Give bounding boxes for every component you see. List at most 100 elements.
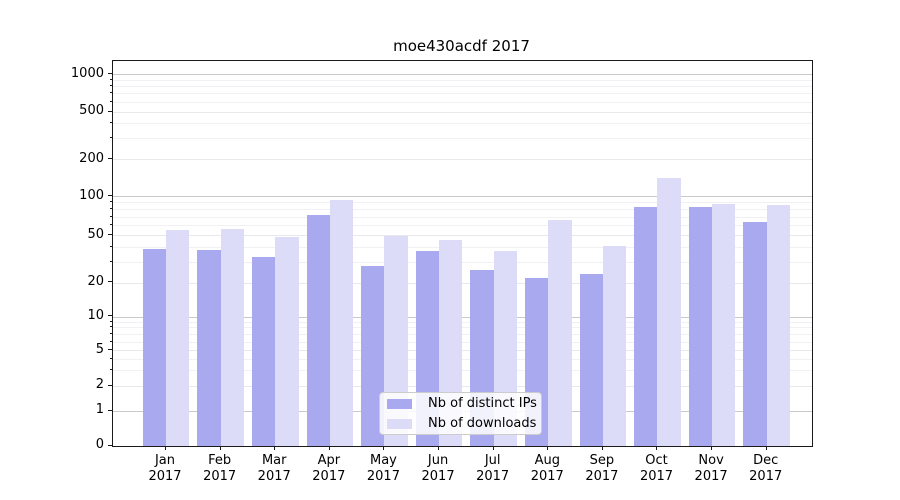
minor-gridline-300: [113, 138, 812, 140]
y-tick-label-10: 10: [87, 307, 104, 323]
y-tick-mark-100: [108, 195, 112, 197]
minor-gridline-60: [113, 225, 812, 227]
x-tick-mark-jul: [492, 446, 494, 450]
x-tick-label-nov: Nov 2017: [694, 453, 728, 484]
y-tick-label-20: 20: [87, 273, 104, 289]
minor-gridline-800: [113, 86, 812, 88]
y-tick-mark-5: [108, 349, 112, 351]
bar-distinct-ips-may: [361, 265, 385, 446]
gridline-1000: [113, 74, 812, 76]
minor-gridline-80: [113, 209, 812, 211]
y-tick-mark-1: [108, 409, 112, 411]
y-tick-label-200: 200: [79, 150, 104, 166]
y-minor-tick-4: [110, 358, 112, 359]
x-tick-label-apr: Apr 2017: [312, 453, 346, 484]
y-tick-mark-2: [108, 384, 112, 386]
y-tick-label-1000: 1000: [70, 65, 104, 81]
legend-swatch-downloads: [387, 418, 412, 429]
bar-downloads-nov: [712, 204, 736, 446]
bar-downloads-feb: [220, 228, 244, 446]
y-minor-tick-3: [110, 369, 112, 370]
gridline-10: [113, 316, 812, 318]
bar-downloads-jan: [166, 229, 190, 446]
gridline-200: [113, 159, 812, 161]
minor-gridline-3: [113, 370, 812, 372]
y-minor-tick-700: [110, 92, 112, 94]
y-tick-label-50: 50: [87, 226, 104, 242]
minor-gridline-900: [113, 79, 812, 81]
y-minor-tick-8: [110, 326, 112, 328]
y-tick-label-500: 500: [79, 103, 104, 118]
bar-downloads-sep: [602, 246, 627, 446]
legend: Nb of distinct IPs Nb of downloads: [379, 392, 542, 435]
legend-label-distinct-ips: Nb of distinct IPs: [428, 396, 537, 411]
x-tick-label-sep: Sep 2017: [585, 453, 619, 484]
bar-distinct-ips-jan: [142, 248, 166, 446]
minor-gridline-30: [113, 261, 812, 263]
plot-area: Nb of distinct IPs Nb of downloads: [112, 60, 813, 447]
legend-item-distinct-ips: Nb of distinct IPs: [380, 396, 541, 411]
bar-downloads-mar: [275, 237, 299, 446]
y-minor-tick-600: [110, 100, 112, 102]
x-tick-mark-apr: [328, 446, 330, 450]
gridline-100: [113, 196, 812, 198]
x-tick-mark-dec: [765, 446, 767, 450]
x-tick-label-aug: Aug 2017: [530, 453, 564, 484]
chart-title: moe430acdf 2017: [393, 37, 530, 55]
bar-distinct-ips-apr: [306, 215, 330, 446]
x-tick-mark-aug: [547, 446, 549, 450]
x-tick-mark-oct: [656, 446, 658, 450]
minor-gridline-400: [113, 123, 812, 125]
y-tick-mark-1000: [108, 73, 112, 75]
y-minor-tick-7: [110, 332, 112, 334]
y-tick-mark-0: [108, 444, 112, 446]
y-tick-mark-500: [108, 110, 112, 112]
minor-gridline-600: [113, 101, 812, 103]
x-tick-label-dec: Dec 2017: [749, 453, 783, 484]
y-minor-tick-800: [110, 85, 112, 87]
y-minor-tick-9: [110, 320, 112, 322]
x-tick-label-feb: Feb 2017: [203, 453, 237, 484]
x-tick-mark-feb: [219, 446, 221, 450]
gridline-2: [113, 385, 812, 387]
minor-gridline-40: [113, 246, 812, 248]
y-minor-tick-6: [110, 340, 112, 342]
bar-distinct-ips-dec: [743, 222, 767, 446]
legend-swatch-distinct-ips: [387, 398, 412, 409]
y-minor-tick-400: [110, 122, 112, 124]
y-tick-label-100: 100: [79, 187, 104, 203]
y-minor-tick-300: [110, 137, 112, 139]
minor-gridline-4: [113, 359, 812, 361]
x-tick-label-may: May 2017: [366, 453, 400, 484]
x-tick-label-oct: Oct 2017: [639, 453, 674, 484]
minor-gridline-700: [113, 93, 812, 95]
y-tick-label-0: 0: [95, 437, 104, 452]
x-tick-mark-mar: [274, 446, 276, 450]
minor-gridline-90: [113, 202, 812, 204]
x-tick-label-jun: Jun 2017: [421, 453, 455, 484]
bar-downloads-apr: [329, 200, 354, 446]
y-minor-tick-900: [110, 78, 112, 80]
y-tick-label-1: 1: [95, 402, 104, 417]
x-tick-label-jul: Jul 2017: [476, 453, 510, 484]
bar-distinct-ips-oct: [634, 206, 658, 446]
y-tick-mark-20: [108, 281, 112, 283]
bar-downloads-aug: [548, 220, 572, 446]
y-tick-mark-200: [108, 158, 112, 160]
gridline-5: [113, 350, 812, 352]
y-minor-tick-90: [110, 201, 112, 203]
bar-distinct-ips-nov: [688, 206, 713, 446]
bar-downloads-dec: [766, 205, 790, 446]
y-minor-tick-80: [110, 208, 112, 210]
gridline-20: [113, 282, 812, 284]
x-tick-mark-may: [383, 446, 385, 450]
y-minor-tick-40: [110, 245, 112, 247]
minor-gridline-70: [113, 216, 812, 218]
y-tick-mark-50: [108, 234, 112, 236]
legend-label-downloads: Nb of downloads: [428, 416, 537, 431]
bar-distinct-ips-feb: [197, 250, 221, 446]
bar-distinct-ips-mar: [251, 257, 276, 446]
y-minor-tick-30: [110, 260, 112, 262]
x-tick-label-jan: Jan 2017: [148, 453, 182, 484]
